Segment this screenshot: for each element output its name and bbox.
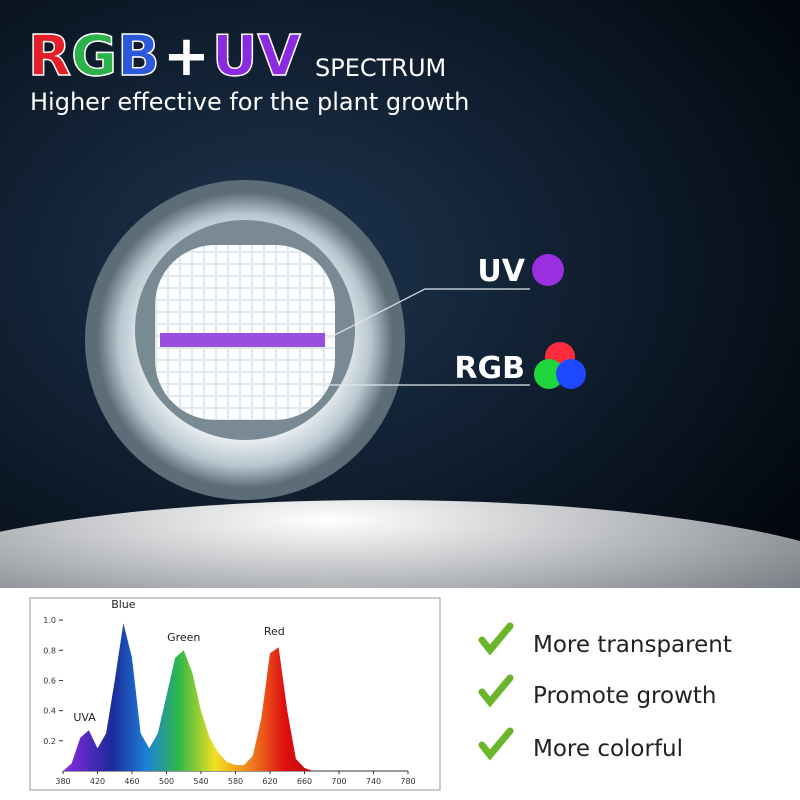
- leader-uv: [324, 288, 530, 341]
- x-tick-label: 460: [124, 777, 139, 786]
- check: [478, 727, 514, 761]
- x-tick-label: 740: [366, 777, 381, 786]
- x-tick-label: 620: [262, 777, 277, 786]
- y-tick-label: 0.4: [43, 707, 56, 716]
- x-tick-label: 700: [331, 777, 346, 786]
- feature: More transparent: [533, 632, 732, 658]
- lamp-leds: [155, 245, 335, 420]
- features: More transparent Promote growth More col…: [478, 622, 732, 762]
- uv-dot: [532, 254, 564, 286]
- rgb-dots: [534, 342, 586, 389]
- feature: More colorful: [533, 736, 683, 762]
- callout-label: RGB: [454, 351, 525, 386]
- peak-label: Green: [167, 631, 200, 644]
- spectrum-area: [63, 623, 339, 771]
- check: [478, 622, 514, 656]
- peak-label: UVA: [73, 711, 96, 724]
- x-tick-label: 660: [297, 777, 312, 786]
- peak-label: Blue: [111, 598, 136, 611]
- x-tick-label: 500: [159, 777, 174, 786]
- x-tick-label: 540: [193, 777, 208, 786]
- y-tick-label: 0.8: [43, 646, 56, 655]
- y-tick-label: 0.6: [43, 676, 56, 685]
- y-tick-label: 0.2: [43, 737, 56, 746]
- subtitle: Higher effective for the plant growth: [30, 88, 469, 116]
- uv-led-row: [160, 333, 325, 347]
- x-tick-label: 380: [55, 777, 70, 786]
- callout-label: UV: [477, 254, 525, 289]
- title-spectrum: SPECTRUM: [315, 54, 446, 82]
- title-plus: +: [163, 24, 210, 89]
- title-rgb: RGB: [28, 24, 160, 89]
- peak-label: Red: [264, 625, 285, 638]
- x-tick-label: 420: [90, 777, 105, 786]
- y-tick-label: 1.0: [43, 616, 56, 625]
- x-tick-label: 780: [400, 777, 415, 786]
- feature: Promote growth: [533, 683, 716, 709]
- title-uv: UV: [212, 24, 301, 89]
- check: [478, 674, 514, 708]
- x-tick-label: 580: [228, 777, 243, 786]
